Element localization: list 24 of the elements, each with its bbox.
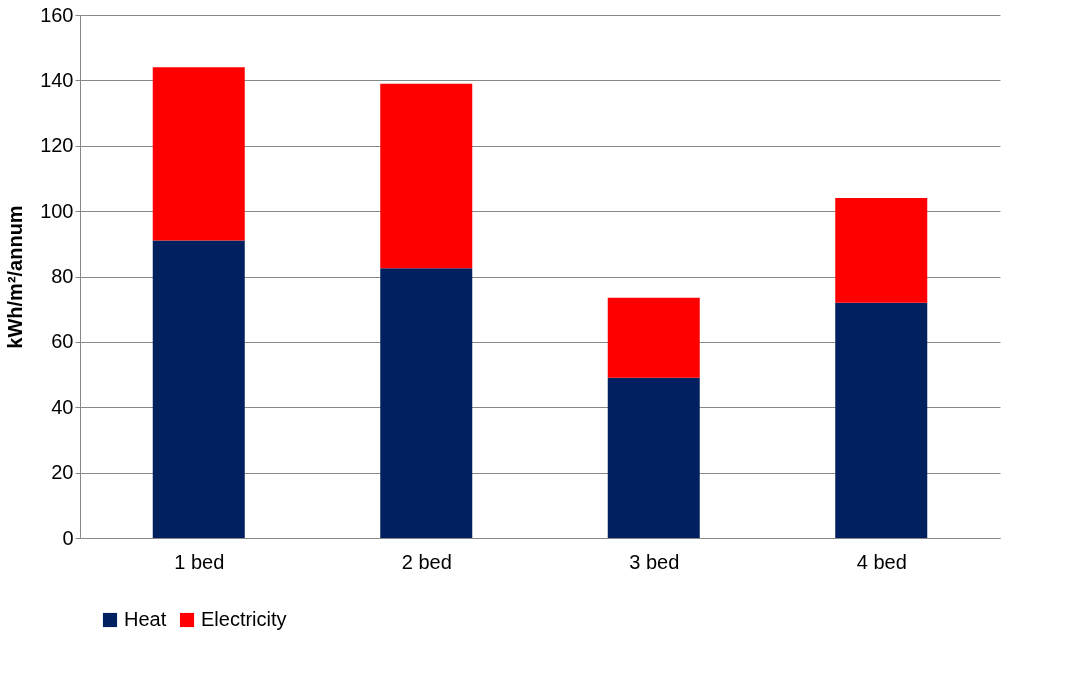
bar — [835, 198, 928, 303]
y-tick-label: 80 — [51, 265, 74, 287]
bar — [835, 302, 928, 538]
legend-label: Electricity — [201, 608, 287, 630]
x-tick-label: 4 bed — [856, 550, 907, 573]
y-tick-label: 20 — [51, 461, 74, 484]
y-tick-label: 0 — [62, 526, 74, 549]
y-tick-label: 40 — [51, 395, 74, 418]
y-tick-label: 60 — [51, 330, 74, 353]
y-tick-label: 120 — [40, 134, 74, 157]
bar — [607, 377, 700, 538]
legend-label: Heat — [124, 608, 167, 630]
x-tick-label: 3 bed — [629, 550, 680, 573]
x-tick-label: 2 bed — [401, 550, 452, 573]
x-tick-label: 1 bed — [174, 550, 225, 573]
bar — [380, 83, 473, 269]
y-axis-title: kWh/m²/annum — [4, 205, 27, 349]
bar — [152, 67, 245, 241]
y-tick-label: 100 — [40, 199, 74, 222]
bar — [607, 297, 700, 378]
bar — [152, 240, 245, 538]
bar — [380, 268, 473, 538]
y-tick-label: 160 — [40, 3, 74, 26]
y-tick-label: 140 — [40, 68, 74, 91]
